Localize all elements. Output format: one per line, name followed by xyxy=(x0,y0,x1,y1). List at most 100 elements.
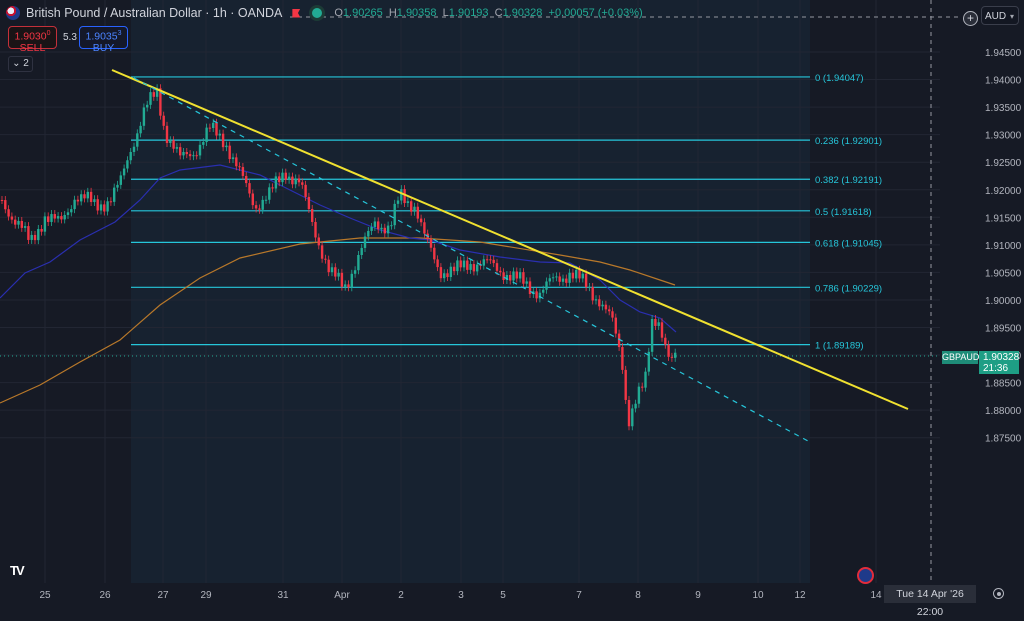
candle xyxy=(476,264,479,272)
candle xyxy=(627,399,631,427)
market-open-icon xyxy=(312,8,323,18)
candle xyxy=(522,272,525,284)
candle xyxy=(538,292,542,299)
candle xyxy=(667,344,670,357)
buy-button[interactable]: 1.90353 BUY xyxy=(79,26,128,53)
candle xyxy=(274,176,278,189)
candle xyxy=(561,278,565,282)
settings-icon[interactable] xyxy=(993,588,1004,599)
time-tick: 8 xyxy=(635,590,641,601)
candle xyxy=(337,272,340,277)
candle xyxy=(334,267,337,277)
candle xyxy=(314,221,317,238)
candle xyxy=(126,160,129,169)
candle xyxy=(63,214,66,220)
au-event-icon[interactable] xyxy=(857,567,874,584)
price-chart[interactable]: 1.94500 1.94000 1.93500 1.93000 1.92500 1.920… xyxy=(0,0,1024,606)
candle xyxy=(347,284,350,288)
candle xyxy=(462,260,466,268)
candle xyxy=(330,267,334,273)
price-tick: 1.93500 xyxy=(985,103,1022,114)
time-tick: 31 xyxy=(277,590,289,601)
candle xyxy=(367,230,370,237)
candle xyxy=(528,281,532,295)
symbol-price-label: GBPAUD xyxy=(942,351,980,364)
flag-marker-icon[interactable] xyxy=(292,8,301,18)
candle xyxy=(386,225,390,234)
fib-level-label: 0.5 (1.91618) xyxy=(815,207,872,218)
candle xyxy=(294,178,297,185)
sell-button[interactable]: 1.90300 SELL xyxy=(8,26,57,53)
candle xyxy=(373,221,377,227)
time-tick: 2 xyxy=(398,590,404,601)
candle xyxy=(419,218,423,223)
tradingview-logo[interactable]: TV xyxy=(10,563,25,578)
candle xyxy=(410,201,413,212)
candle xyxy=(664,337,667,345)
candle xyxy=(403,189,406,204)
candle xyxy=(499,270,502,273)
candle xyxy=(89,191,93,203)
candle xyxy=(264,199,268,201)
candle xyxy=(80,194,83,202)
candle xyxy=(99,204,103,211)
currency-select[interactable]: AUD ▾ xyxy=(981,6,1019,25)
candle xyxy=(624,369,627,400)
candle xyxy=(33,234,37,241)
candle xyxy=(73,199,76,210)
candle xyxy=(195,155,198,157)
candle xyxy=(215,122,218,136)
candle xyxy=(172,140,175,149)
candle xyxy=(423,222,426,234)
candle xyxy=(505,274,509,280)
symbol-title[interactable]: British Pound / Australian Dollar · 1h ·… xyxy=(26,6,283,20)
price-tick: 1.93000 xyxy=(985,131,1022,142)
candle xyxy=(307,196,311,209)
candle xyxy=(301,182,304,185)
candle xyxy=(175,147,179,149)
candle xyxy=(165,125,169,144)
price-tick: 1.88500 xyxy=(985,379,1022,390)
candle xyxy=(271,187,274,189)
candle xyxy=(136,133,139,147)
candle xyxy=(598,299,601,307)
candle xyxy=(188,154,192,157)
candle xyxy=(268,187,271,200)
candle xyxy=(350,273,353,288)
time-tick: 25 xyxy=(39,590,51,601)
candle xyxy=(254,205,258,209)
candle xyxy=(433,247,436,260)
candle xyxy=(119,175,122,185)
candle xyxy=(103,204,106,212)
price-tick: 1.92500 xyxy=(985,158,1022,169)
candle xyxy=(644,371,647,388)
candle xyxy=(340,272,344,287)
candle xyxy=(443,273,446,279)
candle xyxy=(558,276,561,282)
price-tick: 1.91500 xyxy=(985,213,1022,224)
candle xyxy=(512,271,515,281)
candle xyxy=(198,144,202,156)
candle xyxy=(218,133,221,136)
candle xyxy=(122,168,126,176)
candle xyxy=(396,200,400,204)
candle xyxy=(604,304,608,310)
candle xyxy=(614,317,617,334)
candle xyxy=(393,203,396,226)
ohlc-values: O1.90265 H1.90358 L1.90193 C1.90328 +0.0… xyxy=(334,7,643,19)
candle xyxy=(66,212,70,215)
indicators-collapse-button[interactable]: ⌄ 2 xyxy=(8,56,33,72)
candle xyxy=(96,199,99,211)
price-tick: 1.94000 xyxy=(985,76,1022,87)
candle xyxy=(231,157,235,160)
candle xyxy=(320,245,324,259)
candle xyxy=(53,214,56,219)
add-plus-icon[interactable]: + xyxy=(963,11,978,26)
candle xyxy=(17,220,20,225)
time-tick: 9 xyxy=(695,590,701,601)
candle xyxy=(525,281,528,284)
candle xyxy=(212,122,215,128)
candle xyxy=(380,227,383,230)
fib-zone-shading xyxy=(131,0,810,583)
